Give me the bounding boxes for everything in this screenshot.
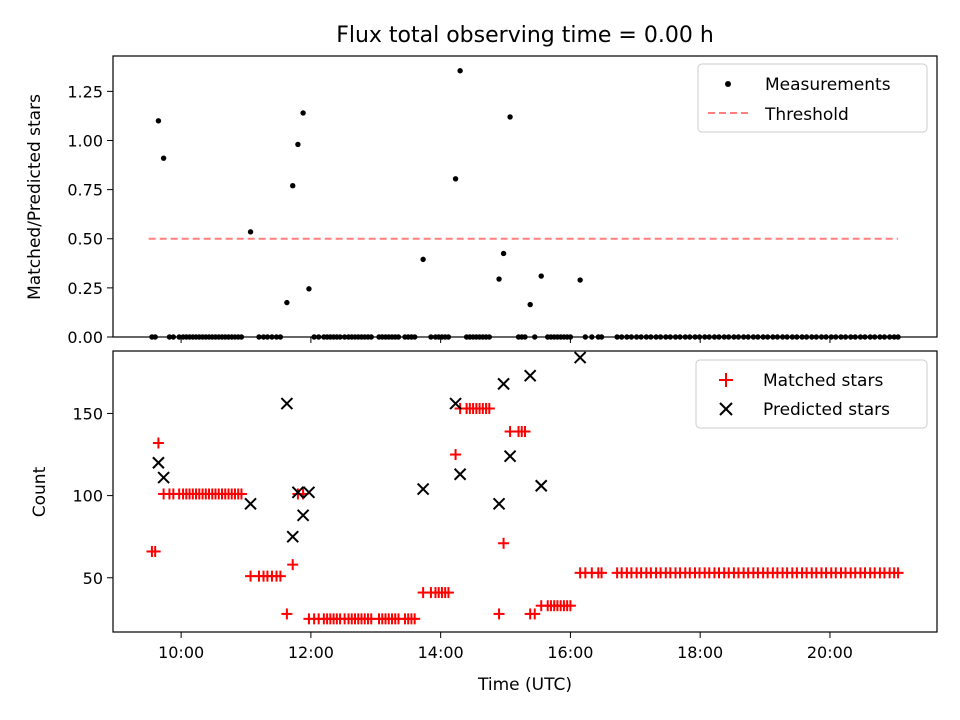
predicted-stars-point xyxy=(503,449,517,463)
bottom-y-ticks: 50 100 150 xyxy=(72,404,113,588)
measurements-point xyxy=(290,182,296,189)
predicted-stars-point xyxy=(302,486,316,499)
top-legend-box xyxy=(697,63,928,133)
bottom-x-tick-label: 14:00 xyxy=(418,643,464,662)
matched-stars-point xyxy=(149,545,161,557)
matched-stars-point xyxy=(519,426,531,438)
matched-stars-point xyxy=(409,613,421,625)
top-y-tick-label: 1.25 xyxy=(67,82,103,101)
predicted-stars-point xyxy=(280,397,294,410)
matched-stars-point xyxy=(892,567,904,579)
measurements-point xyxy=(538,273,544,279)
measurements-point xyxy=(420,256,426,263)
bottom-y-axis-label: Count xyxy=(30,466,50,517)
predicted-stars-point xyxy=(453,468,467,481)
bottom-x-tick-label: 16:00 xyxy=(547,643,593,662)
predicted-stars-point xyxy=(286,530,299,543)
matched-stars-point xyxy=(235,488,247,500)
predicted-stars-point xyxy=(523,369,537,382)
bottom-x-tick-label: 12:00 xyxy=(288,643,334,662)
predicted-stars-point xyxy=(497,377,510,391)
matched-stars-point xyxy=(596,567,608,579)
top-y-tick-label: 0.75 xyxy=(67,181,103,200)
top-y-tick-label: 0.00 xyxy=(67,328,103,347)
top-legend: Measurements Threshold xyxy=(697,63,928,133)
measurements-point xyxy=(527,301,533,308)
predicted-stars-point xyxy=(291,486,305,499)
bottom-axes-frame xyxy=(112,350,938,633)
bottom-y-tick-label: 150 xyxy=(72,404,103,423)
measurements-point xyxy=(306,286,312,292)
legend-predicted-marker xyxy=(719,402,733,416)
measurements-point xyxy=(284,299,290,306)
measurements-point xyxy=(300,110,306,116)
bottom-y-tick-label: 100 xyxy=(72,487,103,506)
predicted-stars-point xyxy=(296,509,310,522)
bottom-x-ticks: 10:00 12:00 14:00 16:00 18:00 20:00 xyxy=(158,632,853,662)
matched-stars-point xyxy=(281,608,293,620)
predicted-stars-point xyxy=(152,456,165,469)
measurements-point xyxy=(452,176,459,182)
measurements-point xyxy=(577,277,583,283)
legend-matched-label: Matched stars xyxy=(763,371,883,391)
top-panel: Flux total observing time = 0.00 h 0.000… xyxy=(25,23,938,347)
legend-threshold-label: Threshold xyxy=(764,105,849,125)
measurements-point xyxy=(295,141,301,148)
bottom-legend: Matched stars Predicted stars xyxy=(695,359,928,429)
measurements-point xyxy=(155,118,162,124)
matched-stars-point xyxy=(287,559,299,571)
matched-stars-point xyxy=(529,608,541,620)
top-y-axis-label: Matched/Predicted stars xyxy=(25,94,45,300)
top-y-tick-label: 0.50 xyxy=(67,230,103,249)
measurements-point xyxy=(247,229,254,235)
matched-stars-point xyxy=(442,587,454,599)
matched-stars-point xyxy=(493,608,505,620)
bottom-x-tick-label: 18:00 xyxy=(677,643,723,662)
measurements-point xyxy=(160,155,167,161)
top-y-tick-label: 0.25 xyxy=(67,279,103,298)
top-chart-title: Flux total observing time = 0.00 h xyxy=(336,23,714,48)
matched-stars-point xyxy=(564,600,576,612)
matched-stars-point xyxy=(483,403,495,415)
predicted-stars-point xyxy=(449,397,462,410)
measurements-point xyxy=(500,250,507,257)
matched-stars-point xyxy=(498,537,510,549)
predicted-stars-point xyxy=(573,351,587,364)
measurements-point xyxy=(507,114,513,120)
predicted-stars-point xyxy=(535,479,548,492)
legend-measurements-marker xyxy=(725,81,731,87)
top-axes-frame xyxy=(112,55,938,338)
measurements-point xyxy=(457,68,463,74)
top-y-tick-label: 1.00 xyxy=(67,131,103,150)
top-y-ticks: 0.00 0.25 0.50 0.75 1.00 1.25 xyxy=(67,82,113,347)
matched-stars-point xyxy=(274,570,286,582)
bottom-x-tick-label: 10:00 xyxy=(158,643,204,662)
legend-matched-marker xyxy=(719,373,733,387)
bottom-marks xyxy=(146,351,904,625)
matched-stars-point xyxy=(152,437,164,449)
bottom-y-tick-label: 50 xyxy=(83,569,103,588)
legend-predicted-label: Predicted stars xyxy=(763,400,890,420)
predicted-stars-point xyxy=(492,497,506,511)
legend-measurements-label: Measurements xyxy=(765,75,891,95)
bottom-legend-box xyxy=(695,359,928,429)
matched-stars-point xyxy=(450,449,462,461)
predicted-stars-point xyxy=(157,471,170,484)
bottom-x-tick-label: 20:00 xyxy=(807,643,853,662)
predicted-stars-point xyxy=(416,482,430,496)
predicted-stars-point xyxy=(244,497,257,511)
bottom-x-axis-label: Time (UTC) xyxy=(477,675,572,695)
measurements-point xyxy=(496,276,502,282)
